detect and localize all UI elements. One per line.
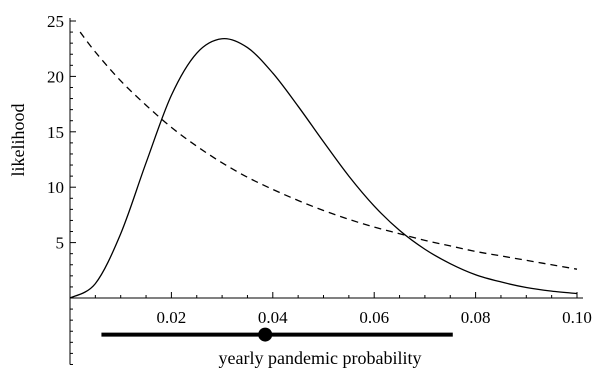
- x-tick-label: 0.02: [157, 308, 187, 327]
- x-tick-label: 0.04: [258, 308, 288, 327]
- point-estimate-marker: [258, 327, 273, 342]
- y-tick-label: 15: [47, 123, 64, 142]
- series-line-dashed: [79, 31, 578, 270]
- y-tick-label: 10: [47, 178, 64, 197]
- tick-labels: 5 10 15 20 25 0.02 0.04 0.06 0.08 0.10: [47, 12, 592, 327]
- x-axis-label: yearly pandemic probability: [219, 348, 422, 368]
- x-tick-label: 0.10: [562, 308, 592, 327]
- confidence-interval: [101, 327, 453, 342]
- y-axis-label: likelihood: [8, 104, 28, 177]
- y-tick-label: 20: [47, 67, 64, 86]
- y-tick-label: 5: [56, 234, 65, 253]
- series-curves: [69, 31, 578, 299]
- axes: [69, 18, 583, 365]
- series-line-solid: [69, 37, 578, 299]
- x-tick-label: 0.08: [461, 308, 491, 327]
- y-tick-label: 25: [47, 12, 64, 31]
- x-tick-label: 0.06: [359, 308, 389, 327]
